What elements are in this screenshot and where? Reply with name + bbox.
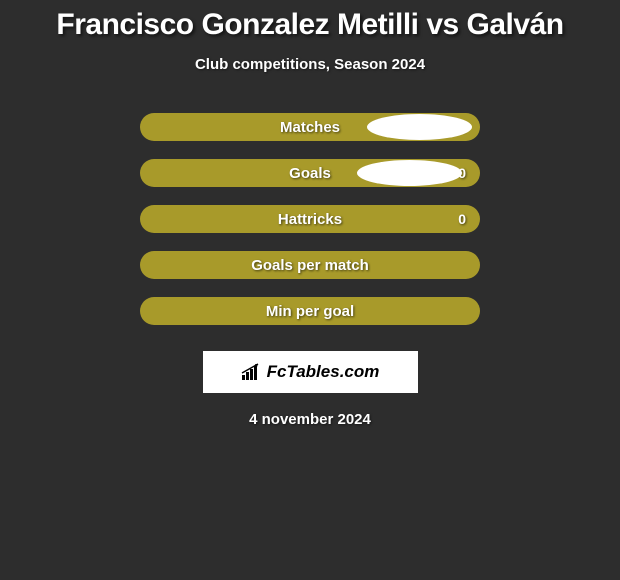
stat-row: Min per goal [140,297,480,325]
stat-bar: Hattricks 0 [140,205,480,233]
stat-value: 0 [458,211,466,227]
page-subtitle: Club competitions, Season 2024 [195,56,425,73]
page-title: Francisco Gonzalez Metilli vs Galván [56,8,563,42]
stat-row: Matches6 [140,113,480,141]
comparison-widget: Francisco Gonzalez Metilli vs Galván Clu… [0,0,620,580]
stat-bar: Goals per match [140,251,480,279]
stat-label: Goals per match [251,257,369,274]
logo-box: FcTables.com [203,351,418,393]
stat-row: Hattricks 0 [140,205,480,233]
stat-label: Min per goal [266,303,354,320]
stat-label: Matches [280,119,340,136]
stat-row: Goals0 [140,159,480,187]
stat-label: Goals [289,165,331,182]
stat-bar: Min per goal [140,297,480,325]
stat-row: Goals per match [140,251,480,279]
stat-label: Hattricks [278,211,342,228]
date-label: 4 november 2024 [249,411,371,428]
player-right-indicator [367,114,472,140]
logo-label: FcTables.com [267,362,380,382]
chart-icon [241,363,263,381]
stats-rows: Matches6 Goals0 Hattricks 0 Goals per match M… [140,113,480,343]
logo-text: FcTables.com [241,362,380,382]
player-right-indicator [357,160,462,186]
